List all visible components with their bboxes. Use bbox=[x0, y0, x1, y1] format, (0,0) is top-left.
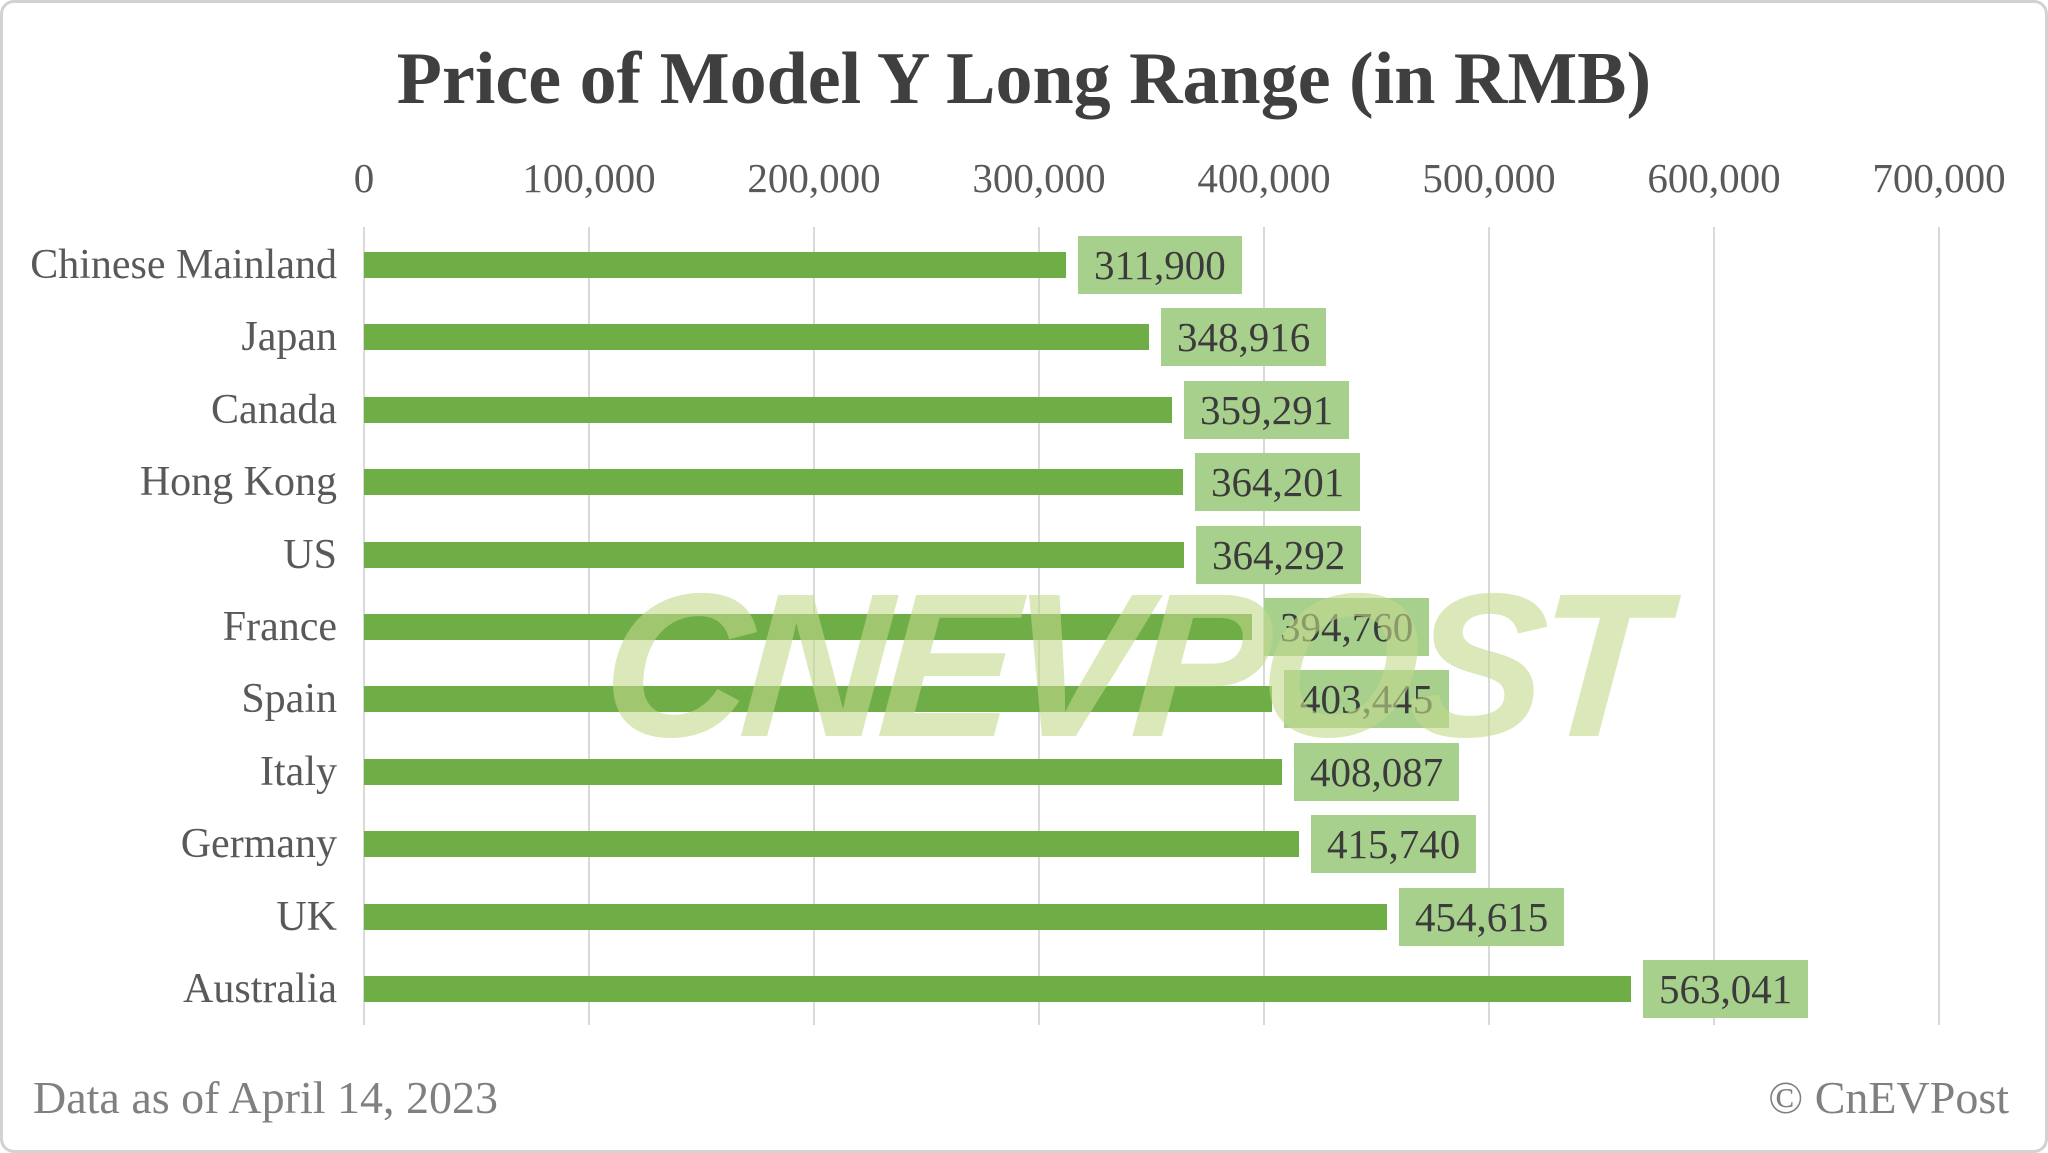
watermark: CNEVPOST bbox=[596, 551, 1660, 780]
category-label: Italy bbox=[260, 748, 337, 795]
data-as-of-note: Data as of April 14, 2023 bbox=[33, 1072, 499, 1123]
x-axis-tick: 200,000 bbox=[747, 155, 881, 201]
category-label: UK bbox=[276, 893, 337, 940]
bar bbox=[364, 903, 1387, 930]
bar bbox=[364, 252, 1066, 278]
value-label: 311,900 bbox=[1078, 236, 1242, 294]
category-label: Hong Kong bbox=[139, 459, 337, 506]
x-axis-tick: 0 bbox=[353, 155, 375, 201]
bar bbox=[364, 396, 1172, 423]
bar bbox=[364, 976, 1631, 1002]
value-label: 364,292 bbox=[1196, 525, 1362, 584]
category-label: Japan bbox=[241, 314, 337, 361]
value-label: 359,291 bbox=[1184, 380, 1350, 439]
x-axis-tick: 500,000 bbox=[1422, 155, 1556, 201]
copyright-note: © CnEVPost bbox=[1768, 1072, 2009, 1123]
gridline bbox=[1713, 227, 1715, 1025]
category-label: France bbox=[222, 604, 337, 650]
category-label: Canada bbox=[211, 386, 337, 433]
value-label: 563,041 bbox=[1643, 960, 1809, 1018]
bar bbox=[364, 324, 1149, 351]
x-axis-tick: 700,000 bbox=[1872, 155, 2006, 201]
bar bbox=[364, 831, 1299, 858]
bar bbox=[364, 758, 1282, 785]
value-label: 454,615 bbox=[1399, 887, 1565, 946]
category-label: Australia bbox=[183, 966, 337, 1012]
gridline bbox=[1938, 227, 1940, 1025]
category-label: Spain bbox=[241, 676, 337, 723]
value-label: 403,445 bbox=[1284, 670, 1450, 729]
category-label: Germany bbox=[180, 821, 337, 868]
x-axis-tick: 400,000 bbox=[1197, 155, 1331, 201]
bar bbox=[364, 686, 1272, 713]
value-label: 364,201 bbox=[1195, 453, 1361, 512]
bar bbox=[364, 614, 1252, 640]
value-label: 415,740 bbox=[1311, 815, 1477, 874]
value-label: 348,916 bbox=[1161, 308, 1327, 367]
chart-title: Price of Model Y Long Range (in RMB) bbox=[396, 38, 1652, 120]
value-label: 408,087 bbox=[1294, 742, 1460, 801]
bar bbox=[364, 541, 1184, 568]
x-axis-tick: 600,000 bbox=[1647, 155, 1781, 201]
category-label: US bbox=[283, 531, 337, 578]
bar bbox=[364, 469, 1183, 496]
category-label: Chinese Mainland bbox=[30, 242, 337, 288]
gridline bbox=[1488, 227, 1490, 1025]
x-axis-tick: 300,000 bbox=[972, 155, 1106, 201]
x-axis-tick: 100,000 bbox=[522, 155, 656, 201]
value-label: 394,760 bbox=[1264, 598, 1430, 656]
